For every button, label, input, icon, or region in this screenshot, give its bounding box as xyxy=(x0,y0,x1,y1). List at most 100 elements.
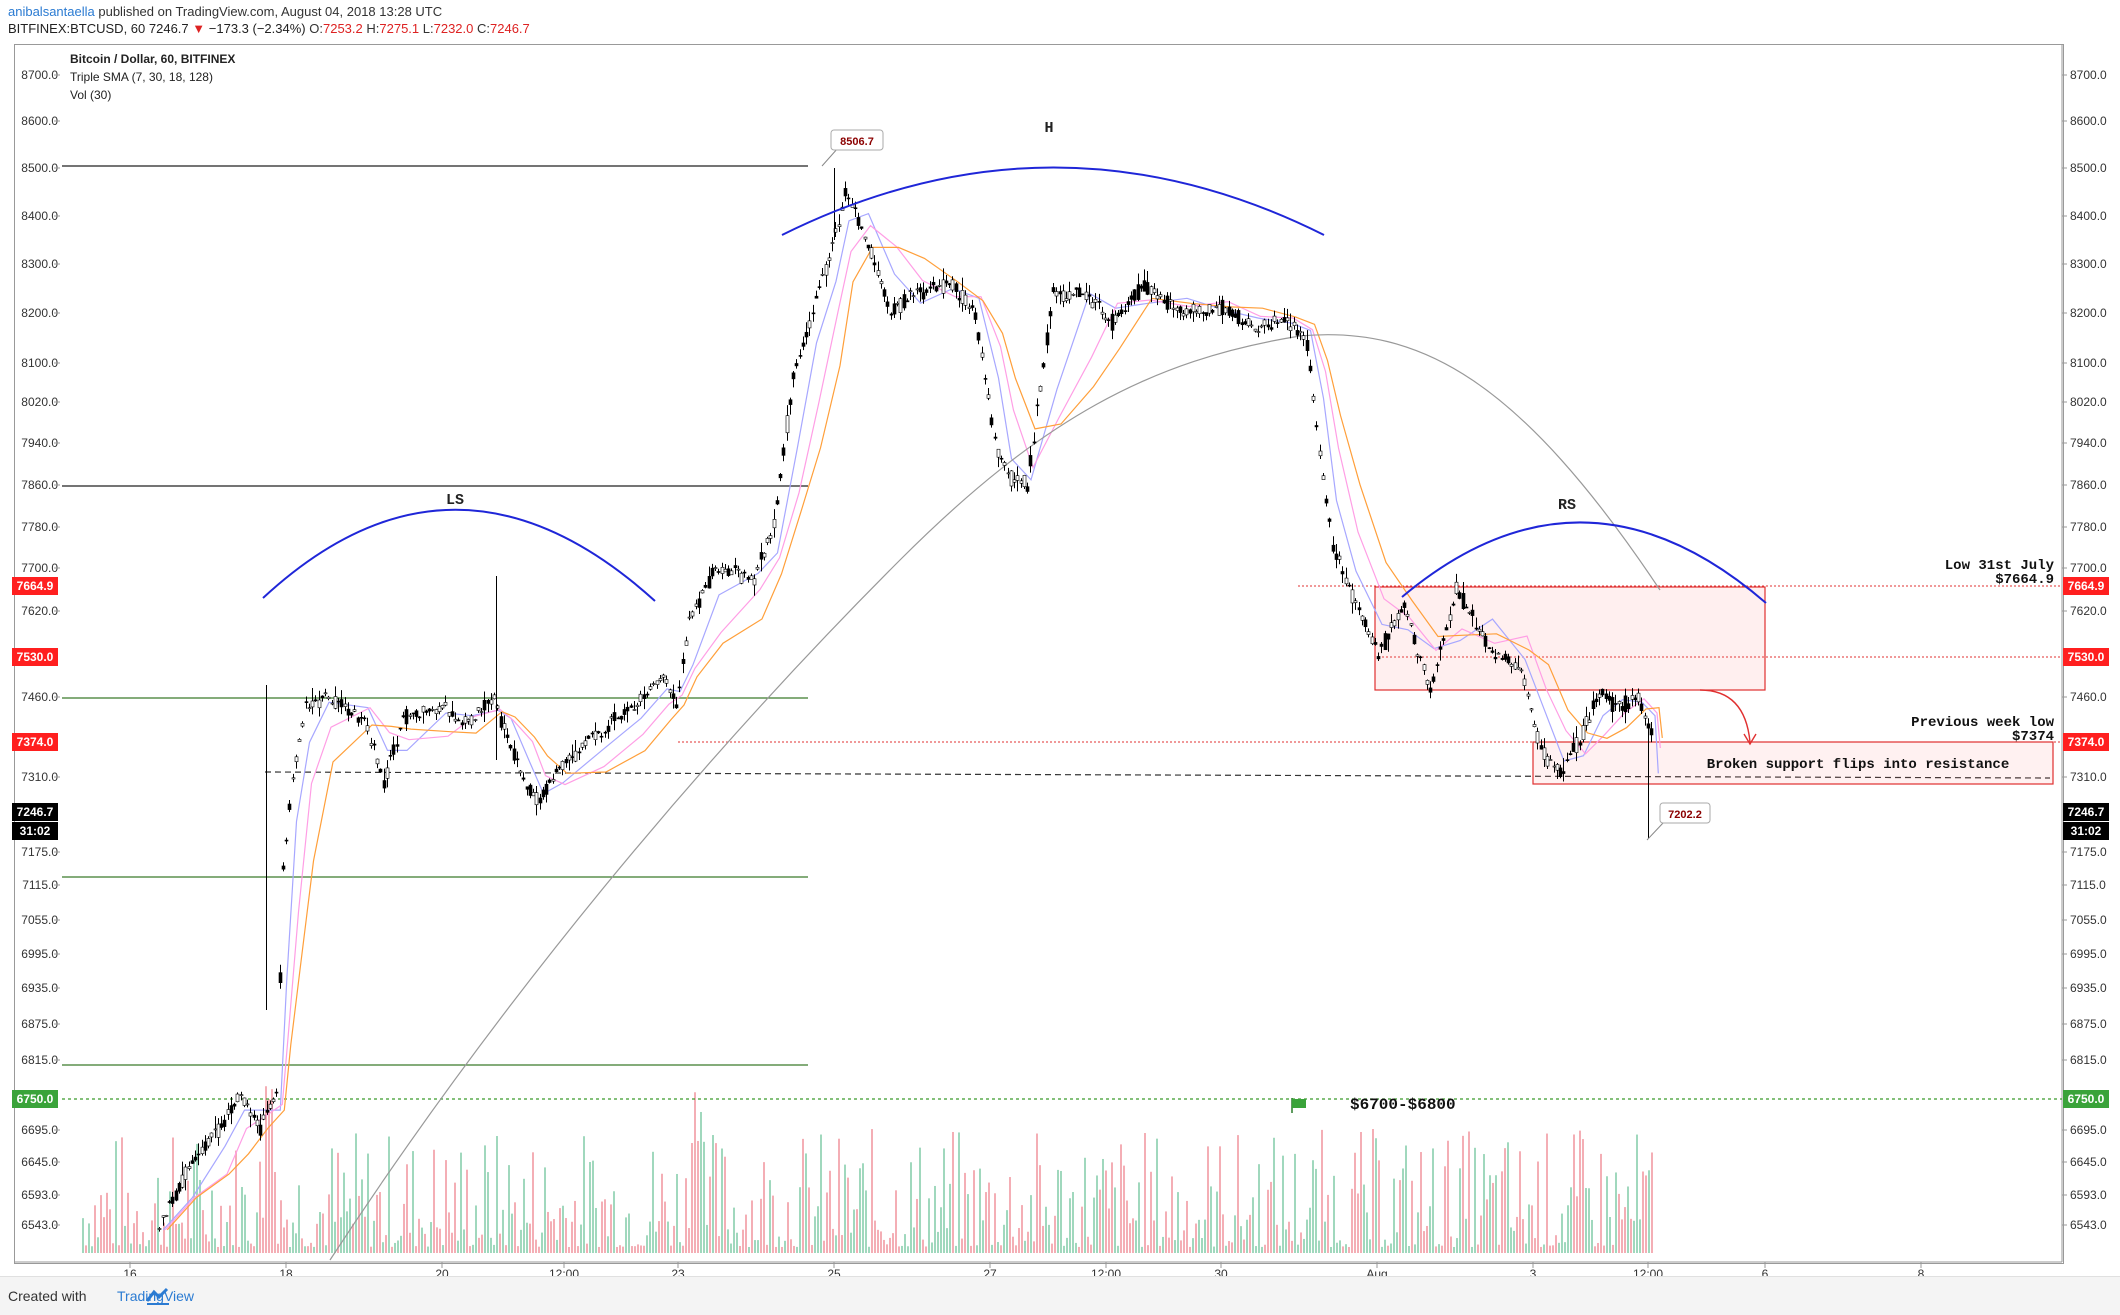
volume-bar xyxy=(727,1229,729,1253)
volume-bar xyxy=(136,1211,138,1253)
candle-body xyxy=(1006,472,1011,475)
created-with-text: Created with xyxy=(8,1288,87,1304)
candle-body xyxy=(1353,600,1358,603)
y-tick-label-right: 6875.0 xyxy=(2070,1017,2107,1031)
volume-bar xyxy=(415,1246,417,1253)
candle-body xyxy=(681,659,686,664)
candle-body xyxy=(388,755,393,757)
volume-bar xyxy=(490,1237,492,1253)
volume-bar xyxy=(1231,1242,1233,1253)
price-tag-6750-right: 6750.0 xyxy=(2068,1092,2105,1106)
candle-body xyxy=(1149,286,1154,295)
candle-body xyxy=(1454,581,1459,594)
candle-body xyxy=(1360,615,1365,621)
candle-body xyxy=(1272,315,1277,322)
volume-bar xyxy=(1498,1244,1500,1253)
candle-body xyxy=(869,247,874,259)
candle-body xyxy=(1448,614,1453,621)
tradingview-logo-icon xyxy=(145,1287,169,1305)
candle-body xyxy=(1496,652,1501,655)
candle-body xyxy=(853,207,858,210)
candle-body xyxy=(1578,742,1583,746)
volume-bar xyxy=(952,1131,954,1253)
candle-body xyxy=(466,719,471,722)
volume-bar xyxy=(844,1164,846,1253)
candle-body xyxy=(1435,664,1440,666)
candle-body xyxy=(772,519,777,529)
y-tick-label-right: 7700.0 xyxy=(2070,561,2107,575)
volume-bar xyxy=(1384,1239,1386,1253)
candle-body xyxy=(801,342,806,347)
volume-bar xyxy=(232,1245,234,1253)
volume-bar xyxy=(763,1162,765,1253)
candle-body xyxy=(1301,335,1306,340)
volume-bar xyxy=(556,1239,558,1253)
volume-bar xyxy=(229,1205,231,1253)
candle-body xyxy=(1145,282,1150,295)
volume-bar xyxy=(1060,1170,1062,1253)
volume-bar xyxy=(511,1213,513,1253)
candle-body xyxy=(687,616,692,619)
x-tick-label: 16 xyxy=(123,1267,137,1276)
price-chart[interactable]: 8700.0 8700.0 8600.0 8600.0 8500.0 8500.0 8400… xyxy=(0,0,2120,1276)
volume-bar xyxy=(961,1238,963,1253)
volume-bar xyxy=(637,1244,639,1253)
candle-body xyxy=(486,700,491,704)
volume-bar xyxy=(385,1235,387,1253)
candle-body xyxy=(1178,306,1183,313)
volume-bar xyxy=(298,1185,300,1253)
volume-bar xyxy=(412,1151,414,1253)
volume-bar xyxy=(766,1244,768,1253)
volume-bar xyxy=(358,1195,360,1253)
y-tick-label-left: 8020.0 xyxy=(21,395,58,409)
chart-frame[interactable] xyxy=(14,44,2064,1264)
candle-body xyxy=(1581,725,1586,740)
x-tick-label: Aug xyxy=(1366,1267,1387,1276)
countdown-right: 31:02 xyxy=(2071,824,2102,838)
candle-body xyxy=(1184,308,1189,316)
candle-body xyxy=(1620,706,1625,711)
volume-bar xyxy=(433,1149,435,1253)
candle-body xyxy=(1535,731,1540,744)
candle-body xyxy=(1009,470,1014,487)
volume-bar xyxy=(445,1160,447,1253)
candle-body xyxy=(915,288,920,291)
candle-body xyxy=(190,1160,195,1164)
volume-bar xyxy=(931,1242,933,1253)
candle-body xyxy=(346,708,351,716)
candle-body xyxy=(304,701,309,703)
volume-bar xyxy=(1468,1131,1470,1253)
candle-body xyxy=(1639,703,1644,711)
volume-bar xyxy=(1003,1224,1005,1253)
volume-bar xyxy=(1084,1157,1086,1253)
volume-bar xyxy=(1009,1177,1011,1253)
candle-body xyxy=(372,743,377,746)
callout-pointer xyxy=(821,147,839,167)
author-link[interactable]: anibalsantaella xyxy=(8,4,95,19)
volume-bar xyxy=(811,1244,813,1253)
candle-body xyxy=(177,1183,182,1192)
candle-body xyxy=(1110,313,1115,331)
candle-body xyxy=(1087,294,1092,297)
candle-body xyxy=(759,552,764,560)
volume-bar xyxy=(979,1168,981,1253)
tradingview-link[interactable]: TradingView xyxy=(117,1288,195,1304)
y-tick-label-left: 7620.0 xyxy=(21,604,58,618)
candle-body xyxy=(502,723,507,730)
volume-bar xyxy=(1486,1199,1488,1253)
candle-body xyxy=(895,302,900,305)
volume-bar xyxy=(247,1240,249,1253)
volume-bar xyxy=(262,1217,264,1253)
candle-body xyxy=(928,286,933,289)
y-tick-label-right: 7115.0 xyxy=(2070,878,2106,892)
volume-bar xyxy=(103,1217,105,1253)
candle-body xyxy=(336,700,341,703)
candle-body xyxy=(1363,619,1368,628)
volume-bar xyxy=(271,1089,273,1253)
candle-body xyxy=(157,1228,162,1230)
candle-body xyxy=(294,756,299,763)
volume-bar xyxy=(586,1243,588,1253)
candle-body xyxy=(443,702,448,706)
candle-body xyxy=(954,283,959,292)
y-tick-label-left: 8600.0 xyxy=(21,114,58,128)
